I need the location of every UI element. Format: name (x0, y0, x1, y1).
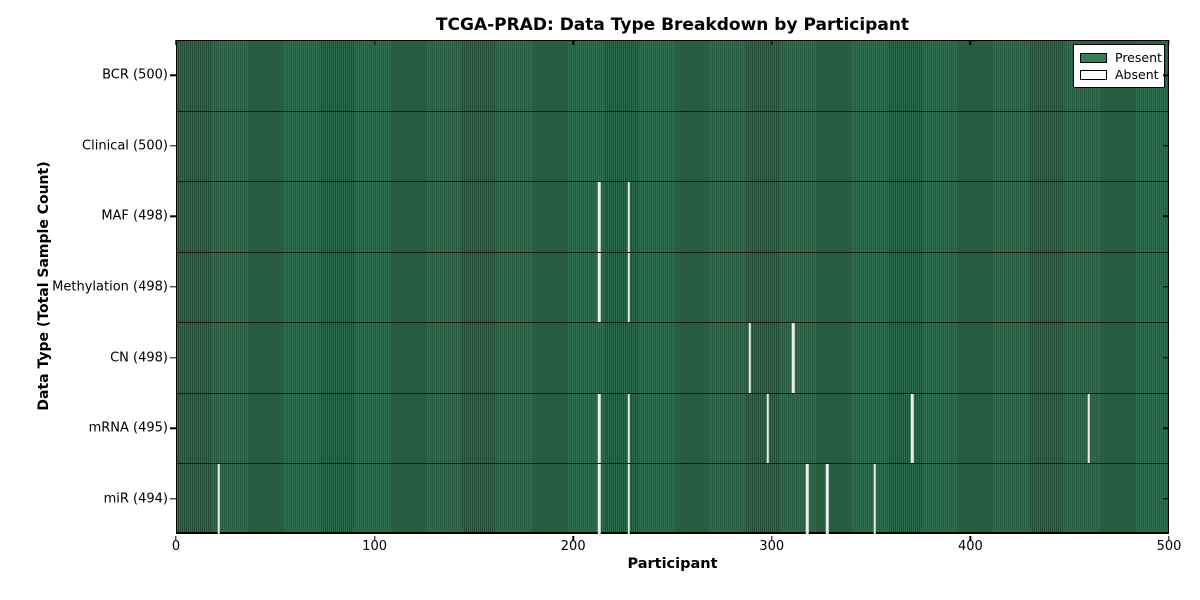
plot-area (176, 40, 1169, 535)
y-tick-mark (170, 145, 176, 147)
y-tick-mark (1163, 286, 1169, 288)
y-tick-mark (1163, 498, 1169, 500)
x-tick-mark (373, 536, 376, 541)
absent-line (792, 323, 795, 393)
legend-item: Absent (1080, 66, 1159, 83)
x-tick-label: 200 (560, 539, 586, 554)
absent-line (825, 464, 829, 535)
heatmap-row (177, 393, 1168, 465)
legend-label: Present (1115, 50, 1162, 65)
y-tick-label: CN (498) (110, 350, 168, 366)
absent-line (627, 393, 631, 464)
x-tick-mark (572, 536, 574, 541)
y-tick-mark (170, 427, 176, 429)
x-tick-mark (1168, 40, 1170, 45)
y-tick-mark (170, 286, 176, 288)
heatmap-row (177, 323, 1168, 394)
x-tick-mark (175, 40, 177, 45)
chart-title: TCGA-PRAD: Data Type Breakdown by Partic… (435, 15, 910, 35)
heatmap-row (177, 182, 1168, 253)
absent-line (627, 182, 631, 252)
y-tick-mark (1163, 145, 1169, 147)
x-tick-label: 0 (171, 539, 181, 554)
absent-line (217, 464, 220, 535)
absent-line (748, 323, 752, 393)
x-tick-label: 300 (759, 539, 785, 554)
x-tick-label: 400 (957, 539, 983, 554)
y-tick-label: Methylation (498) (52, 279, 168, 295)
legend-swatch-icon (1080, 69, 1107, 80)
absent-line (597, 464, 601, 535)
x-tick-mark (969, 536, 972, 541)
x-tick-mark (373, 40, 376, 45)
absent-line (766, 393, 769, 464)
absent-line (873, 464, 876, 535)
x-tick-mark (771, 536, 773, 541)
y-tick-mark (170, 356, 176, 359)
heatmap-row (177, 464, 1168, 535)
y-tick-mark (1163, 427, 1169, 429)
x-tick-label: 100 (362, 539, 388, 554)
y-tick-mark (170, 215, 176, 218)
y-tick-mark (170, 498, 176, 500)
heatmap-row (177, 112, 1168, 183)
absent-line (806, 464, 809, 535)
x-tick-mark (771, 40, 773, 45)
x-tick-mark (1168, 536, 1170, 541)
x-axis-label: Participant (627, 556, 718, 572)
x-tick-mark (969, 40, 972, 45)
absent-line (627, 252, 631, 323)
y-tick-label: MAF (498) (101, 208, 168, 224)
y-tick-label: miR (494) (103, 491, 168, 507)
legend: Present Absent (1073, 44, 1165, 88)
absent-line (1087, 393, 1090, 464)
x-tick-mark (175, 536, 177, 541)
y-tick-label: mRNA (495) (88, 420, 168, 436)
x-tick-label: 500 (1156, 539, 1182, 554)
x-tick-mark (572, 40, 574, 45)
heatmap-row (177, 252, 1168, 324)
legend-label: Absent (1115, 67, 1159, 82)
absent-line (627, 464, 631, 535)
y-tick-mark (1163, 356, 1169, 359)
y-tick-label: Clinical (500) (82, 138, 168, 154)
legend-item: Present (1080, 49, 1162, 66)
absent-line (597, 182, 601, 252)
absent-line (597, 252, 601, 323)
y-tick-mark (1163, 215, 1169, 218)
y-tick-label: BCR (500) (102, 67, 168, 83)
absent-line (911, 393, 914, 464)
y-tick-mark (170, 74, 176, 76)
legend-swatch-icon (1080, 52, 1107, 63)
heatmap-row (177, 41, 1168, 112)
y-tick-mark (1163, 74, 1169, 76)
y-axis-label: Data Type (Total Sample Count) (36, 161, 52, 411)
absent-line (597, 393, 601, 464)
